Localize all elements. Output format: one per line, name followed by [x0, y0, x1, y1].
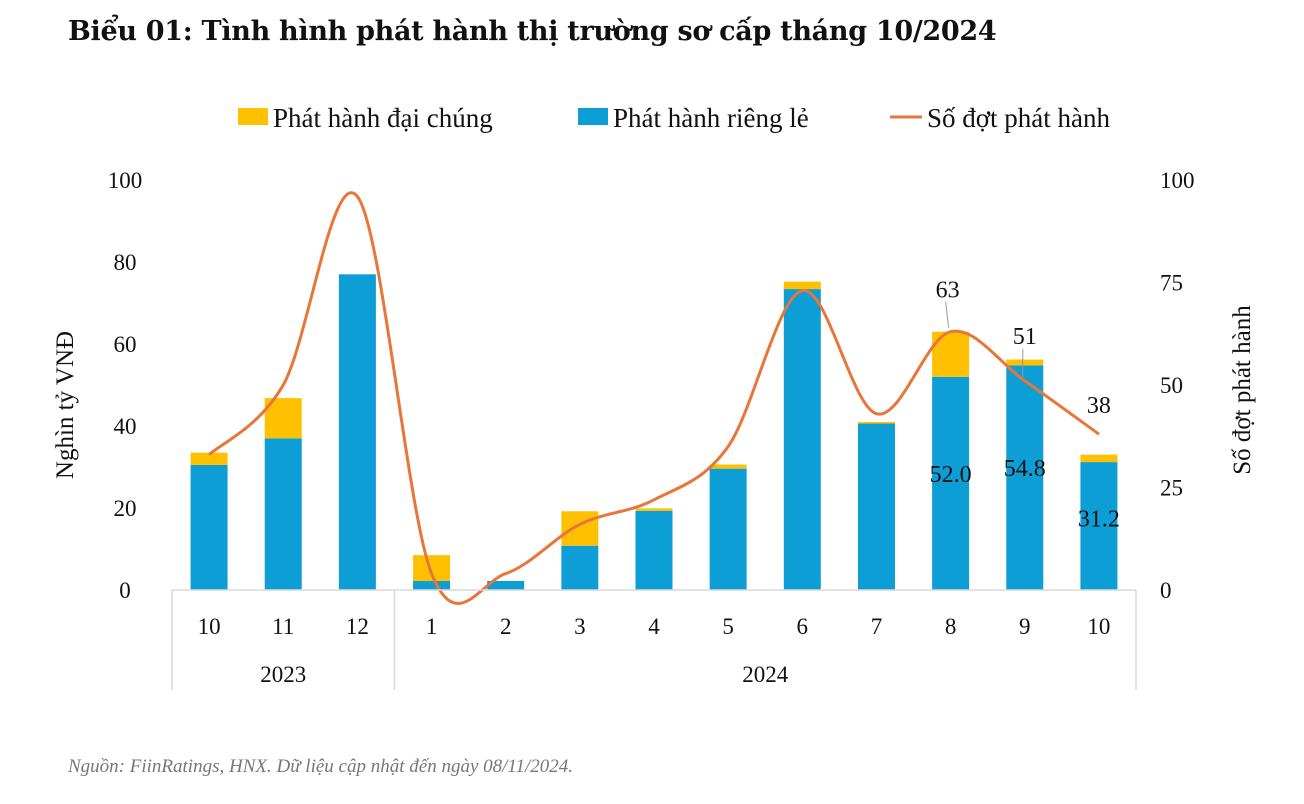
x-tick-label: 7 [871, 614, 883, 639]
bar-private [264, 438, 302, 590]
line-series [208, 191, 1100, 605]
x-tick-label: 10 [1087, 614, 1110, 639]
bar-data-label: 31.2 [1078, 506, 1120, 532]
leader-line [945, 301, 950, 328]
y-tick-label: 40 [114, 414, 137, 439]
legend-label-line: Số đợt phát hành [927, 103, 1111, 133]
bar-private [709, 468, 747, 590]
y2-tick-label: 0 [1160, 578, 1172, 603]
legend-swatch-public [238, 108, 268, 125]
y2-tick-label: 75 [1160, 271, 1183, 296]
bar-public [1006, 359, 1044, 366]
bar-private [635, 510, 673, 590]
y2-tick-label: 50 [1160, 373, 1183, 398]
legend-label-private: Phát hành riêng lẻ [613, 103, 809, 133]
bar-private [338, 274, 376, 590]
x-tick-label: 10 [198, 614, 221, 639]
legend: Phát hành đại chúng Phát hành riêng lẻ Số … [238, 103, 1111, 133]
x-group-label: 2023 [260, 662, 306, 687]
x-tick-label: 9 [1019, 614, 1031, 639]
bar-public [709, 464, 747, 469]
x-tick-label: 12 [346, 614, 369, 639]
bar-public [635, 508, 673, 511]
bar-public [783, 281, 821, 290]
bar-data-label: 52.0 [930, 462, 972, 488]
bar-public [932, 331, 970, 377]
bar-private [783, 289, 821, 590]
y-axis-left: 0 20 40 60 80 100 Nghìn tỷ VNĐ [52, 168, 142, 603]
legend-label-public: Phát hành đại chúng [273, 103, 493, 133]
x-tick-label: 4 [648, 614, 660, 639]
y2-axis-title: Số đợt phát hành [1229, 305, 1256, 475]
bar-public [190, 452, 228, 465]
bar-private [190, 464, 228, 590]
x-tick-label: 2 [500, 614, 512, 639]
bar-private [1006, 365, 1044, 590]
data-labels: 52.0 54.8 31.2 63 51 38 [930, 278, 1120, 533]
line-data-label: 38 [1087, 393, 1111, 419]
bar-private [413, 580, 451, 590]
x-tick-label: 3 [574, 614, 586, 639]
x-group-label: 2024 [742, 662, 789, 687]
line-data-label: 51 [1013, 324, 1037, 350]
x-tick-label: 11 [272, 614, 294, 639]
bar-public [1080, 454, 1118, 463]
legend-swatch-private [578, 108, 608, 125]
bar-data-label: 54.8 [1004, 456, 1046, 482]
bar-private [1080, 462, 1118, 590]
y-axis-right: 0 25 50 75 100 Số đợt phát hành [1160, 168, 1256, 603]
line-series-path [208, 191, 1100, 605]
y-tick-label: 80 [114, 250, 137, 275]
y-tick-label: 0 [119, 578, 131, 603]
chart-title: Biểu 01: Tình hình phát hành thị trường … [68, 16, 997, 47]
y-axis-title: Nghìn tỷ VNĐ [52, 331, 79, 479]
source-note: Nguồn: FiinRatings, HNX. Dữ liệu cập nhậ… [68, 756, 574, 777]
y-tick-label: 100 [108, 168, 143, 193]
x-tick-label: 6 [797, 614, 809, 639]
line-data-label: 63 [936, 278, 960, 304]
x-tick-label: 8 [945, 614, 957, 639]
bar-private [487, 580, 525, 590]
x-tick-label: 5 [722, 614, 734, 639]
bar-series [190, 274, 1118, 590]
bar-private [932, 376, 970, 590]
y-tick-label: 20 [114, 496, 137, 521]
bar-public [857, 421, 895, 424]
bar-public [561, 511, 599, 546]
bar-private [561, 545, 599, 590]
y-tick-label: 60 [114, 332, 137, 357]
y2-tick-label: 100 [1160, 168, 1195, 193]
y2-tick-label: 25 [1160, 476, 1183, 501]
x-tick-label: 1 [426, 614, 438, 639]
bar-private [857, 423, 895, 590]
